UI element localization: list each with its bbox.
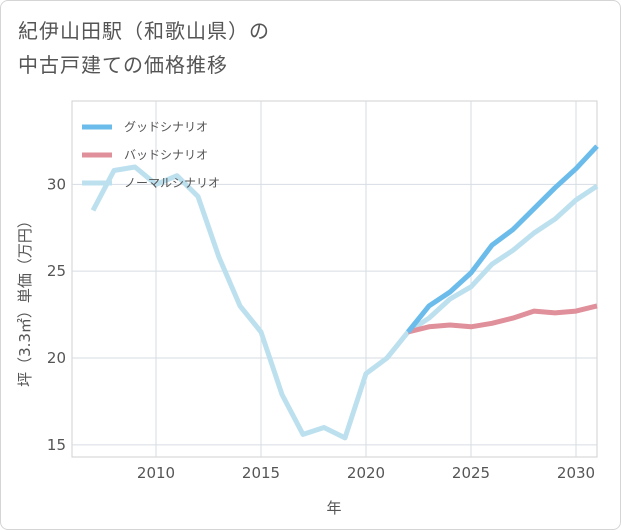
x-tick-label: 2030: [557, 464, 595, 482]
series-line-bad: [407, 303, 598, 335]
x-tick-label: 2025: [452, 464, 490, 482]
x-tick-label: 2010: [137, 464, 175, 482]
y-tick-label: 20: [47, 349, 66, 367]
chart-title: 紀伊山田駅（和歌山県）の 中古戸建ての価格推移: [18, 14, 270, 82]
chart-title-line1: 紀伊山田駅（和歌山県）の: [18, 19, 270, 43]
y-tick-label: 15: [47, 436, 66, 454]
series-lines: [90, 144, 599, 441]
x-tick-label: 2020: [347, 464, 385, 482]
series-line-good: [406, 144, 599, 334]
series-line-normal: [90, 164, 599, 441]
plot-area: [71, 100, 598, 458]
legend-label-normal: ノーマルシナリオ: [124, 176, 220, 190]
y-tick-label: 25: [47, 262, 66, 280]
legend-label-good: グッドシナリオ: [124, 120, 208, 134]
chart-title-line2: 中古戸建ての価格推移: [18, 53, 228, 77]
y-tick-label: 30: [47, 175, 66, 193]
legend-label-bad: バッドシナリオ: [124, 148, 208, 162]
y-axis-label: 坪（3.3㎡）単価（万円）: [16, 213, 34, 387]
x-axis-label: 年: [326, 499, 341, 517]
x-tick-label: 2015: [242, 464, 280, 482]
